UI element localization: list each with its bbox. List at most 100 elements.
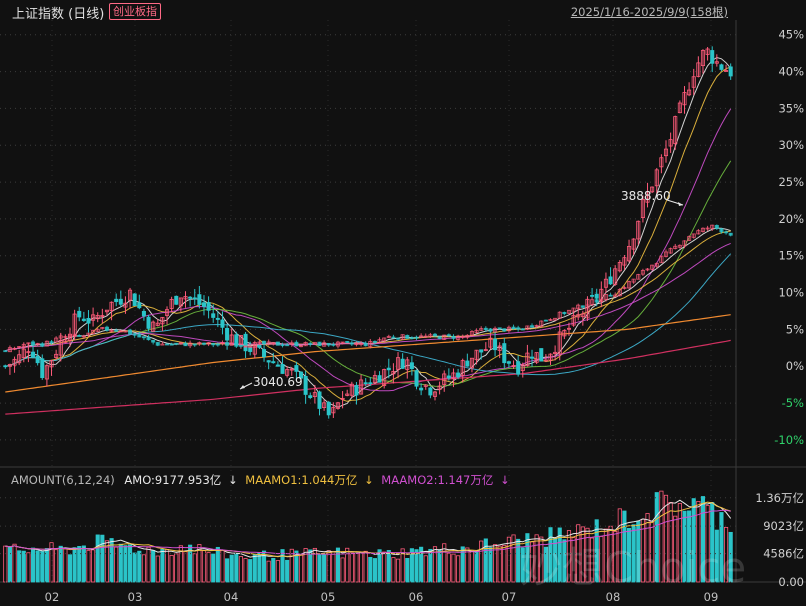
candle-body xyxy=(396,357,401,370)
candle-body xyxy=(663,251,669,257)
volume-bar xyxy=(335,547,341,583)
candle-body xyxy=(215,317,220,320)
candle-body xyxy=(345,393,350,396)
volume-bar xyxy=(506,536,511,583)
volume-bar xyxy=(580,526,585,583)
volume-bar xyxy=(215,546,220,583)
candle-body xyxy=(654,262,659,267)
candle-body xyxy=(58,339,63,356)
volume-bar xyxy=(359,552,364,583)
volume-bar xyxy=(211,553,216,583)
volume-bar xyxy=(382,551,387,583)
volume-bar xyxy=(724,526,729,583)
y-tick-label: 30% xyxy=(778,138,804,152)
volume-bar xyxy=(294,550,299,583)
volume-bar xyxy=(192,553,197,583)
candle-body xyxy=(109,329,114,332)
volume-bar xyxy=(372,558,377,583)
candle-body xyxy=(419,387,424,391)
candle-body xyxy=(599,299,604,302)
moving-average-line xyxy=(5,66,731,402)
long-term-average-line xyxy=(5,314,731,393)
candle-body xyxy=(169,343,174,346)
candle-body xyxy=(543,359,548,362)
candle-body xyxy=(81,318,86,321)
candle-body xyxy=(608,294,613,297)
x-tick-label: 05 xyxy=(321,590,336,604)
candle-body xyxy=(308,395,313,398)
date-range-text[interactable]: 2025/1/16-2025/9/9(158根) xyxy=(570,5,728,19)
volume-bar xyxy=(261,550,267,583)
candle-body xyxy=(49,341,54,344)
volume-bar xyxy=(566,530,572,583)
candle-body xyxy=(26,351,31,354)
candle-body xyxy=(530,325,535,328)
candle-body xyxy=(668,139,673,147)
compare-index-badge[interactable]: 创业板指 xyxy=(109,3,161,20)
candle-body xyxy=(465,360,470,367)
candle-body xyxy=(289,368,294,371)
candle-body xyxy=(386,367,391,371)
low-price-label: 3040.69 xyxy=(253,375,303,389)
volume-y-tick-label: 4586亿 xyxy=(763,547,804,561)
price-y-axis: 45% 40% 35% 30% 25% 20% 15% 10% 5% 0% -5% -10% xyxy=(774,28,804,447)
candle-body xyxy=(391,370,396,375)
candle-body xyxy=(650,186,655,193)
candle-body xyxy=(705,227,710,230)
candle-body xyxy=(714,224,719,229)
candle-body xyxy=(423,335,428,338)
candle-body xyxy=(7,364,12,367)
volume-bar xyxy=(677,503,682,583)
volume-bar xyxy=(7,546,12,583)
candle-body xyxy=(285,344,290,347)
candle-body xyxy=(312,392,317,398)
candle-body xyxy=(617,262,622,272)
volume-bar xyxy=(100,534,105,583)
volume-bars xyxy=(3,490,733,583)
candle-body xyxy=(188,296,193,299)
candle-body xyxy=(687,89,692,96)
volume-bar xyxy=(91,549,96,583)
candle-body xyxy=(54,353,59,358)
candle-body xyxy=(234,343,239,347)
candle-body xyxy=(303,375,308,395)
candle-body xyxy=(49,360,54,368)
volume-bar xyxy=(81,545,86,583)
candle-body xyxy=(414,370,419,387)
candle-body xyxy=(54,337,59,343)
candle-body xyxy=(285,369,290,376)
candle-body xyxy=(493,327,498,333)
candle-body xyxy=(469,331,474,336)
candle-body xyxy=(174,342,179,345)
candle-body xyxy=(128,329,133,335)
volume-indicator-name[interactable]: AMOUNT(6,12,24) xyxy=(11,473,115,487)
candle-body xyxy=(298,371,304,379)
candle-body xyxy=(654,169,659,187)
volume-bar xyxy=(137,550,142,583)
candle-body xyxy=(446,375,451,379)
candle-body xyxy=(419,335,424,338)
candle-body xyxy=(483,327,488,330)
volume-bar xyxy=(405,557,410,583)
volume-bar xyxy=(77,546,82,583)
candle-body xyxy=(456,335,461,340)
candle-body xyxy=(442,334,447,340)
volume-bar xyxy=(114,546,119,583)
candle-body xyxy=(530,356,535,359)
volume-bar xyxy=(3,545,8,583)
time-x-axis: 02 03 04 05 06 07 08 09 xyxy=(45,590,719,604)
volume-bar xyxy=(349,552,354,583)
candle-body xyxy=(40,343,45,347)
volume-bar xyxy=(271,557,276,583)
candle-body xyxy=(456,372,461,378)
candle-body xyxy=(710,50,715,64)
volume-legend: AMOUNT(6,12,24) AMO:9177.953亿 ↓ MAAMO1:1… xyxy=(11,472,510,488)
candle-body xyxy=(539,320,544,327)
volume-bar xyxy=(30,547,36,583)
maamo1-value: MAAMO1:1.044万亿 xyxy=(245,473,358,487)
candle-body xyxy=(183,296,188,300)
candle-body xyxy=(178,297,183,307)
candle-body xyxy=(95,315,100,320)
candle-body xyxy=(562,311,567,315)
candle-body xyxy=(576,304,581,310)
